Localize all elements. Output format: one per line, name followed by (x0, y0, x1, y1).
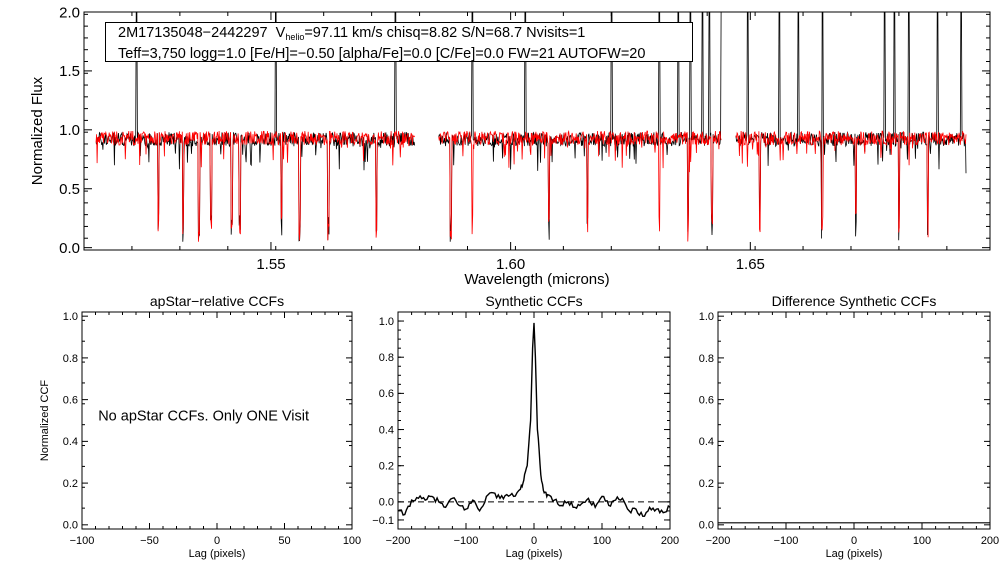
panel-title: Synthetic CCFs (485, 293, 582, 309)
x-tick-label: 100 (343, 535, 361, 547)
x-tick-label: 1.65 (736, 256, 765, 273)
y-tick-label: 0.4 (379, 424, 394, 436)
x-tick-label: 200 (661, 535, 679, 547)
y-tick-label: 1.0 (63, 311, 78, 323)
x-axis-label: Lag (pixels) (826, 548, 883, 560)
y-tick-label: 0.0 (59, 240, 80, 257)
y-tick-label: 0.8 (379, 352, 394, 364)
x-tick-label: 1.55 (256, 256, 285, 273)
x-tick-label: 200 (981, 535, 999, 547)
y-tick-label: 0.2 (699, 478, 714, 490)
y-tick-label: 1.5 (59, 63, 80, 80)
y-tick-label: −0.1 (372, 515, 394, 527)
x-axis-label: Lag (pixels) (189, 548, 246, 560)
no-ccf-annotation: No apStar CCFs. Only ONE Visit (98, 409, 309, 425)
x-tick-label: 100 (593, 535, 611, 547)
x-axis-label: Lag (pixels) (506, 548, 563, 560)
panel-title: apStar−relative CCFs (150, 293, 284, 309)
synthetic-ccf-line (397, 322, 671, 518)
x-tick-label: 1.60 (496, 256, 525, 273)
y-tick-label: 1.0 (379, 316, 394, 328)
y-tick-label: 0.2 (63, 478, 78, 490)
y-tick-label: 0.8 (63, 353, 78, 365)
x-tick-label: −50 (140, 535, 159, 547)
x-tick-label: −200 (706, 535, 731, 547)
x-tick-label: −200 (386, 535, 411, 547)
x-axis-label: Wavelength (microns) (464, 271, 609, 288)
y-tick-label: 0.4 (699, 436, 714, 448)
y-tick-label: 0.6 (63, 394, 78, 406)
vhelio-label: V (275, 25, 286, 41)
info-line-2: Teff=3,750 logg=1.0 [Fe/H]=−0.50 [alpha/… (118, 46, 646, 62)
star-id: 2M17135048−2442297 (118, 25, 268, 41)
y-tick-label: 1.0 (59, 122, 80, 139)
x-tick-label: −100 (774, 535, 799, 547)
vhelio-subscript: helio (285, 32, 305, 42)
y-axis-label: Normalized CCF (39, 380, 51, 462)
y-axis-label: Normalized Flux (29, 76, 46, 185)
x-tick-label: −100 (70, 535, 95, 547)
y-tick-label: 0.0 (379, 497, 394, 509)
plot-frame-2 (397, 311, 671, 530)
y-tick-label: 0.8 (699, 353, 714, 365)
spectrum-info-box: 2M17135048−2442297 Vhelio=97.11 km/s chi… (105, 22, 693, 62)
x-tick-label: 0 (214, 535, 220, 547)
y-tick-label: 2.0 (59, 4, 80, 21)
y-tick-label: 0.4 (63, 436, 78, 448)
x-tick-label: 0 (531, 535, 537, 547)
x-tick-label: 0 (851, 535, 857, 547)
x-tick-label: 50 (278, 535, 290, 547)
y-tick-label: 0.0 (63, 520, 78, 532)
panel-title: Difference Synthetic CCFs (772, 293, 937, 309)
y-tick-label: 0.6 (699, 394, 714, 406)
x-tick-label: 100 (913, 535, 931, 547)
y-tick-label: 0.2 (379, 461, 394, 473)
info-line-1: 2M17135048−2442297 Vhelio=97.11 km/s chi… (118, 25, 692, 46)
y-tick-label: 0.6 (379, 388, 394, 400)
plot-frame-3 (717, 311, 991, 530)
spectrum-synthetic-line (95, 129, 967, 242)
y-tick-label: 0.0 (699, 520, 714, 532)
info-line-1-values: =97.11 km/s chisq=8.82 S/N=68.7 Nvisits=… (304, 25, 586, 41)
y-tick-label: 0.5 (59, 181, 80, 198)
x-tick-label: −100 (454, 535, 479, 547)
plot-frame-0 (83, 11, 991, 251)
y-tick-label: 1.0 (699, 311, 714, 323)
